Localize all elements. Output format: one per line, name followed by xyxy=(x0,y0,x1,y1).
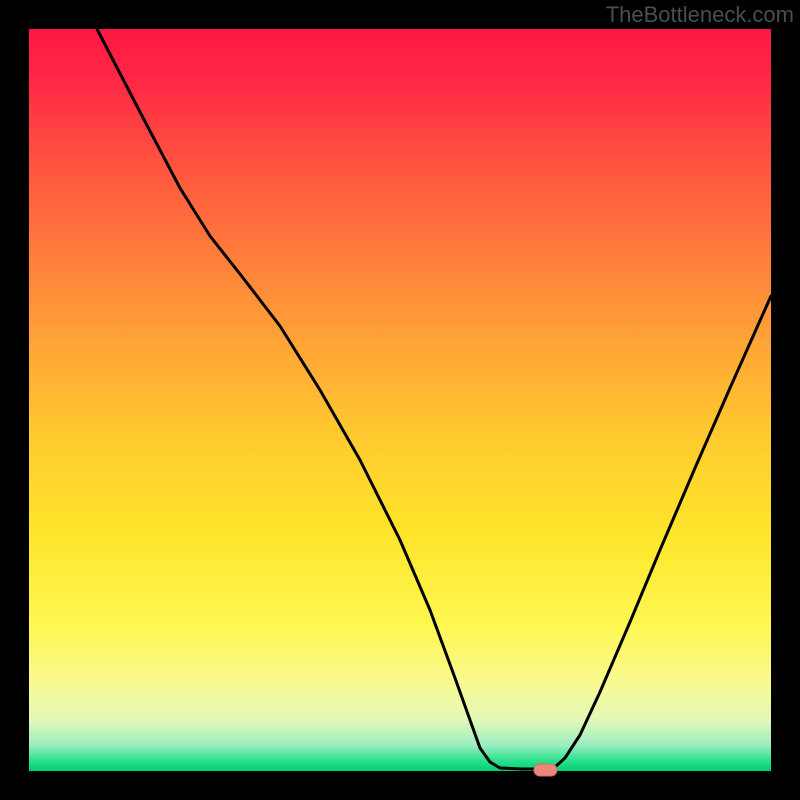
attribution-text: TheBottleneck.com xyxy=(606,2,794,27)
plot-background xyxy=(29,29,771,771)
bottleneck-chart: TheBottleneck.com xyxy=(0,0,800,800)
chart-container: TheBottleneck.com xyxy=(0,0,800,800)
optimal-point-marker xyxy=(534,764,557,776)
